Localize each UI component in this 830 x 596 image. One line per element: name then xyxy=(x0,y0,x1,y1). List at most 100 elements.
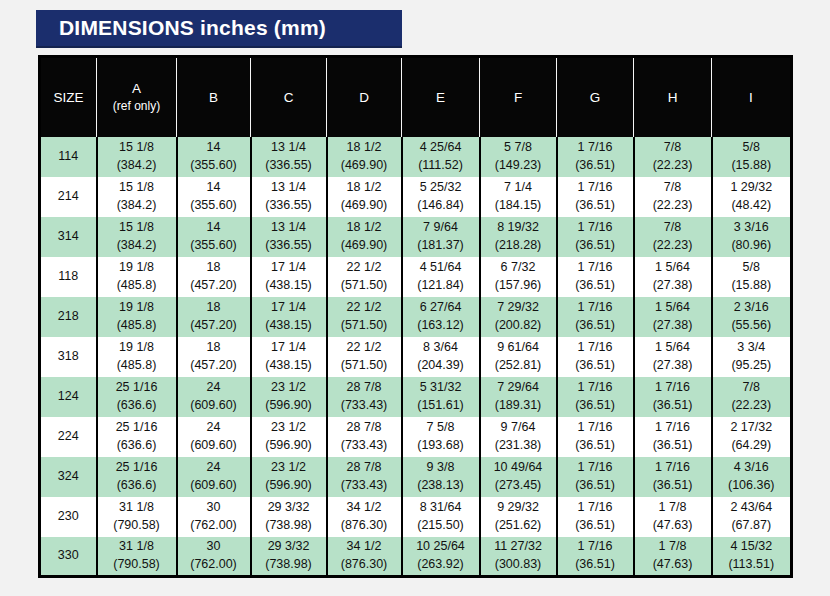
value-mm: (609.60) xyxy=(178,397,250,415)
value-inches: 4 51/64 xyxy=(403,259,479,277)
size-cell: 218 xyxy=(40,297,97,337)
value-inches: 31 1/8 xyxy=(98,538,176,556)
value-inches: 34 1/2 xyxy=(328,538,401,556)
value-inches: 1 7/16 xyxy=(558,499,633,517)
value-inches: 4 25/64 xyxy=(403,139,479,157)
dimension-cell: 4 25/64(111.52) xyxy=(402,137,480,177)
dimension-cell: 3 3/16(80.96) xyxy=(712,217,792,257)
value-inches: 13 1/4 xyxy=(252,179,326,197)
value-mm: (384.2) xyxy=(98,237,176,255)
value-inches: 9 3/8 xyxy=(403,459,479,477)
value-inches: 6 27/64 xyxy=(403,299,479,317)
dimension-cell: 1 7/8(47.63) xyxy=(634,497,712,537)
column-header-g: G xyxy=(557,57,634,137)
value-inches: 5 7/8 xyxy=(481,139,556,157)
value-inches: 1 5/64 xyxy=(635,339,711,357)
value-inches: 2 3/16 xyxy=(713,299,791,317)
value-mm: (189.31) xyxy=(481,397,556,415)
dimension-cell: 8 19/32(218.28) xyxy=(480,217,557,257)
value-inches: 30 xyxy=(178,538,250,556)
value-inches: 7 9/64 xyxy=(403,219,479,237)
size-cell: 318 xyxy=(40,337,97,377)
value-mm: (47.63) xyxy=(635,517,711,535)
dimension-cell: 8 31/64(215.50) xyxy=(402,497,480,537)
dimension-cell: 7/8(22.23) xyxy=(712,377,792,417)
dimension-cell: 30(762.00) xyxy=(177,497,251,537)
value-mm: (238.13) xyxy=(403,477,479,495)
dimension-cell: 5 25/32(146.84) xyxy=(402,177,480,217)
value-mm: (469.90) xyxy=(328,237,401,255)
dimension-cell: 1 7/16(36.51) xyxy=(557,337,634,377)
dimension-cell: 31 1/8(790.58) xyxy=(97,497,177,537)
value-inches: 18 1/2 xyxy=(328,139,401,157)
size-cell: 230 xyxy=(40,497,97,537)
value-mm: (438.15) xyxy=(252,357,326,375)
value-mm: (106.36) xyxy=(713,477,791,495)
value-mm: (22.23) xyxy=(635,237,711,255)
dimension-cell: 25 1/16(636.6) xyxy=(97,377,177,417)
dimension-cell: 1 7/16(36.51) xyxy=(634,417,712,457)
value-inches: 25 1/16 xyxy=(98,419,176,437)
dimension-cell: 1 7/16(36.51) xyxy=(634,377,712,417)
value-mm: (36.51) xyxy=(558,477,633,495)
value-mm: (67.87) xyxy=(713,517,791,535)
table-row: 12425 1/16(636.6)24(609.60)23 1/2(596.90… xyxy=(40,377,792,417)
value-mm: (36.51) xyxy=(558,277,633,295)
value-mm: (457.20) xyxy=(178,317,250,335)
value-mm: (485.8) xyxy=(98,317,176,335)
dimension-cell: 24(609.60) xyxy=(177,457,251,497)
dimension-cell: 31 1/8(790.58) xyxy=(97,537,177,577)
dimension-cell: 10 49/64(273.45) xyxy=(480,457,557,497)
dimension-cell: 11 27/32(300.83) xyxy=(480,537,557,577)
value-inches: 1 5/64 xyxy=(635,259,711,277)
value-mm: (181.37) xyxy=(403,237,479,255)
value-inches: 3 3/16 xyxy=(713,219,791,237)
dimension-cell: 19 1/8(485.8) xyxy=(97,257,177,297)
dimension-cell: 2 3/16(55.56) xyxy=(712,297,792,337)
value-inches: 1 7/16 xyxy=(558,179,633,197)
dimension-cell: 18 1/2(469.90) xyxy=(327,217,402,257)
dimension-cell: 9 7/64(231.38) xyxy=(480,417,557,457)
value-inches: 24 xyxy=(178,379,250,397)
column-header-size: SIZE xyxy=(40,57,97,137)
value-inches: 4 3/16 xyxy=(713,459,791,477)
value-mm: (336.55) xyxy=(252,157,326,175)
value-inches: 23 1/2 xyxy=(252,419,326,437)
value-inches: 4 15/32 xyxy=(713,538,791,556)
value-mm: (457.20) xyxy=(178,357,250,375)
value-mm: (36.51) xyxy=(558,237,633,255)
dimension-cell: 28 7/8(733.43) xyxy=(327,377,402,417)
value-inches: 28 7/8 xyxy=(328,379,401,397)
dimension-cell: 1 29/32(48.42) xyxy=(712,177,792,217)
value-mm: (355.60) xyxy=(178,237,250,255)
value-inches: 22 1/2 xyxy=(328,259,401,277)
value-inches: 5 25/32 xyxy=(403,179,479,197)
value-mm: (469.90) xyxy=(328,157,401,175)
dimension-cell: 23 1/2(596.90) xyxy=(251,457,327,497)
column-header-e: E xyxy=(402,57,480,137)
value-inches: 19 1/8 xyxy=(98,259,176,277)
value-inches: 1 29/32 xyxy=(713,179,791,197)
value-inches: 1 7/16 xyxy=(558,139,633,157)
value-mm: (485.8) xyxy=(98,357,176,375)
value-mm: (252.81) xyxy=(481,357,556,375)
dimension-cell: 18(457.20) xyxy=(177,297,251,337)
value-mm: (336.55) xyxy=(252,237,326,255)
value-mm: (876.30) xyxy=(328,517,401,535)
dimension-cell: 7/8(22.23) xyxy=(634,217,712,257)
dimension-cell: 7 5/8(193.68) xyxy=(402,417,480,457)
dimension-cell: 18(457.20) xyxy=(177,257,251,297)
dimension-cell: 17 1/4(438.15) xyxy=(251,297,327,337)
value-mm: (762.00) xyxy=(178,517,250,535)
value-inches: 18 xyxy=(178,259,250,277)
value-mm: (15.88) xyxy=(713,157,791,175)
table-row: 31415 1/8(384.2)14(355.60)13 1/4(336.55)… xyxy=(40,217,792,257)
dimension-cell: 29 3/32(738.98) xyxy=(251,497,327,537)
value-mm: (790.58) xyxy=(98,517,176,535)
value-inches: 1 7/16 xyxy=(558,538,633,556)
value-inches: 3 3/4 xyxy=(713,339,791,357)
value-mm: (36.51) xyxy=(558,437,633,455)
value-inches: 14 xyxy=(178,139,250,157)
dimension-cell: 2 43/64(67.87) xyxy=(712,497,792,537)
dimension-cell: 1 7/16(36.51) xyxy=(557,177,634,217)
